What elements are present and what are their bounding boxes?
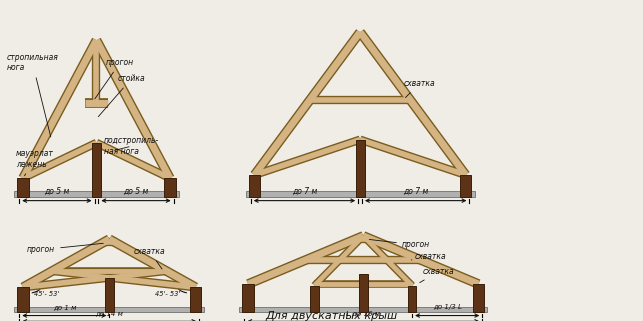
- Text: до 1 м: до 1 м: [53, 304, 76, 310]
- Text: до 1/3 L: до 1/3 L: [433, 304, 462, 310]
- Text: 45'- 53': 45'- 53': [34, 291, 60, 297]
- Text: L до 16 м: L до 16 м: [347, 310, 380, 316]
- Text: прогон: прогон: [95, 58, 134, 99]
- Text: до 7 м: до 7 м: [403, 187, 428, 195]
- Bar: [310, 286, 319, 312]
- Bar: [356, 140, 365, 197]
- Text: схватка: схватка: [134, 247, 165, 269]
- Text: до 5 м: до 5 м: [123, 187, 149, 195]
- Bar: [14, 191, 179, 197]
- Bar: [17, 178, 29, 197]
- Text: до 5 м: до 5 м: [44, 187, 69, 195]
- Bar: [239, 307, 487, 312]
- Bar: [17, 287, 29, 312]
- Text: мауэрлат
лежень: мауэрлат лежень: [16, 149, 54, 176]
- Bar: [460, 175, 471, 197]
- Bar: [359, 274, 368, 312]
- Bar: [242, 284, 254, 312]
- Text: Для двускатных крыш: Для двускатных крыш: [265, 311, 397, 321]
- Text: схватка: схватка: [420, 267, 455, 283]
- Text: подстропиль-
ная нога: подстропиль- ная нога: [104, 136, 159, 156]
- Text: схватка: схватка: [404, 79, 435, 98]
- Text: до 14 м: до 14 м: [95, 310, 123, 316]
- Bar: [190, 287, 201, 312]
- Text: стойка: стойка: [98, 74, 145, 117]
- Text: 45'- 53': 45'- 53': [154, 291, 180, 297]
- Bar: [92, 143, 101, 197]
- Bar: [408, 286, 417, 312]
- Text: схватка: схватка: [412, 252, 446, 261]
- Text: прогон: прогон: [369, 239, 430, 249]
- Bar: [164, 178, 176, 197]
- Bar: [14, 307, 204, 312]
- Text: стропильная
нога: стропильная нога: [6, 53, 59, 137]
- Bar: [105, 278, 114, 312]
- Bar: [246, 191, 475, 197]
- Bar: [473, 284, 484, 312]
- Text: до 7 м: до 7 м: [292, 187, 317, 195]
- Text: прогон: прогон: [27, 243, 104, 254]
- Bar: [249, 175, 260, 197]
